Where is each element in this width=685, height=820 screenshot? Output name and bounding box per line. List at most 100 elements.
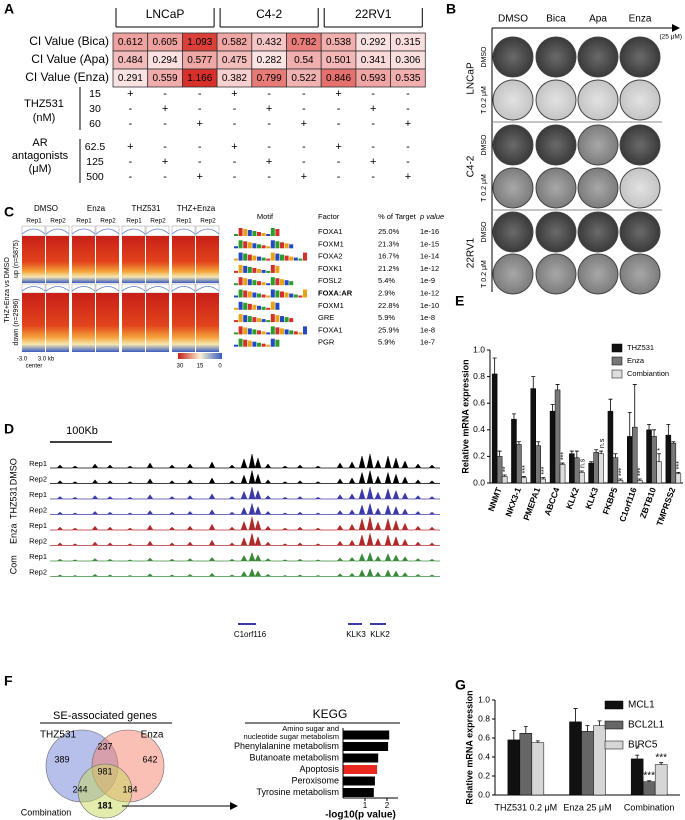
motif-logo [275,290,280,298]
group-label: AR [32,137,47,149]
y-tick-label: 0.2 [473,451,485,461]
table-cell: PGR [318,338,335,347]
y-tick-label: Butanoate metabolism [249,752,339,762]
cell-value: 0.612 [118,37,143,48]
motif-logo [275,339,280,347]
bar [569,721,582,796]
replicate-label: Rep1 [26,218,42,225]
colony-plate [577,253,619,295]
colony-plate [535,211,577,253]
motif-logo [238,289,243,298]
cell-line-label: C4-2 [256,7,282,21]
motif-logo [270,326,275,335]
comparison-label: THZ+Enza vs DMSO [4,257,11,323]
motif-logo [247,254,252,261]
motif-logo [280,279,284,286]
table-cell: 2.9% [378,288,395,297]
motif-logo [247,328,252,335]
group-label: up (n=5875) [13,240,20,278]
error-bar [521,475,526,478]
dose-label: 125 [86,156,104,168]
x-tick-label: Combination [624,802,675,812]
motif-logo [298,332,303,335]
treatment-sign: - [371,141,375,153]
motif-logo [247,303,252,310]
treatment-sign: - [371,118,375,130]
motif-logo [257,244,261,249]
heatmap [96,236,119,283]
table-cell: 21.2% [378,264,400,273]
bar [654,764,668,796]
motif-logo [238,338,243,347]
significance-label: n.s [580,458,587,468]
legend-label: Combiantion [627,369,669,378]
venn-count: 981 [97,766,112,776]
panel-letter: C [4,204,14,220]
bar [343,776,375,786]
motif-logo [289,244,294,249]
motif-logo [266,344,271,347]
motif-logo [303,252,307,261]
treatment-sign: + [405,118,411,130]
concentration-label: (25 μM) [659,34,682,41]
cell-value: 0.559 [153,73,178,84]
error-bar [657,453,662,462]
treatment-sign: + [266,156,272,168]
treatment-label: DMSO [481,221,488,243]
x-tick-label: KLK2 [564,486,581,511]
dose-label: 500 [86,171,104,183]
dose-label: 30 [89,103,101,115]
cell-line-label: LNCaP [466,62,477,95]
x-tick-label: NNMT [486,485,504,512]
cell-value: 0.306 [395,55,420,66]
error-bar [627,412,632,437]
cell-value: 0.846 [326,73,351,84]
column-label: Apa [589,14,607,25]
treatment-label: T 0.2 μM [481,86,488,114]
legend-swatch [611,356,623,366]
treatment-sign: - [163,171,167,183]
motif-logo [289,256,294,261]
cell-value: 0.582 [222,37,247,48]
treatment-sign: - [406,88,410,100]
colony-plate [619,211,661,253]
significance-label: *** [655,752,667,763]
bar [630,758,644,796]
y-tick-label: 0.8 [478,713,490,723]
bar [593,452,599,484]
motif-logo [289,281,294,286]
motif-logo [257,318,261,323]
x-tick-label: 2 [385,801,390,810]
motif-logo [284,317,289,323]
motif-logo [243,302,248,310]
error-bar [599,450,604,454]
group-label: (μM) [29,163,52,175]
cell-value: 0.593 [361,73,386,84]
motif-logo [293,294,298,298]
motif-logo [234,270,238,273]
table-cell: FOXA2 [318,252,343,261]
error-bar [511,730,516,740]
y-tick-label: 0.0 [478,789,490,799]
y-tick-label: 0.4 [478,751,490,761]
venn-title: SE-associated genes [53,710,157,722]
heatmap [196,293,219,352]
treatment-label: DMSO [481,46,488,68]
motif-logo [243,327,248,335]
treatment-sign: - [163,141,167,153]
motif-logo [270,228,275,236]
bar [530,388,536,484]
cell-value: 0.501 [326,55,351,66]
motif-logo [234,344,238,347]
axis-label: center [26,364,43,370]
error-bar [541,477,546,480]
bar [632,426,638,484]
x-tick-label: ZBTB10 [638,486,658,520]
treatment-sign: + [127,88,133,100]
motif-logo [252,304,257,310]
venn-count: 244 [72,784,87,794]
table-cell: 1e-16 [420,227,439,236]
motif-logo [280,328,284,335]
column-label: Bica [546,14,566,25]
table-cell: 1e-15 [420,239,439,248]
